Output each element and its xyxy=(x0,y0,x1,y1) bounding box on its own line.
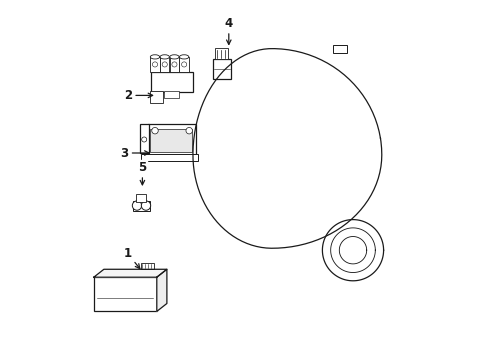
Circle shape xyxy=(152,62,158,67)
Circle shape xyxy=(152,127,158,134)
Circle shape xyxy=(182,62,187,67)
FancyBboxPatch shape xyxy=(149,91,163,103)
FancyBboxPatch shape xyxy=(215,48,228,59)
FancyBboxPatch shape xyxy=(94,277,157,311)
FancyBboxPatch shape xyxy=(150,129,192,152)
FancyBboxPatch shape xyxy=(213,59,231,79)
Ellipse shape xyxy=(179,55,189,59)
FancyBboxPatch shape xyxy=(164,91,179,98)
Text: 1: 1 xyxy=(124,247,140,269)
FancyBboxPatch shape xyxy=(133,201,149,211)
Polygon shape xyxy=(157,269,167,311)
Text: 5: 5 xyxy=(138,161,147,185)
FancyBboxPatch shape xyxy=(148,124,196,155)
Circle shape xyxy=(142,137,147,142)
FancyBboxPatch shape xyxy=(333,45,347,53)
Ellipse shape xyxy=(160,55,170,59)
FancyBboxPatch shape xyxy=(179,57,189,72)
FancyBboxPatch shape xyxy=(160,57,170,72)
Circle shape xyxy=(172,62,177,67)
Text: 3: 3 xyxy=(121,147,149,159)
FancyBboxPatch shape xyxy=(151,72,193,92)
Ellipse shape xyxy=(150,55,160,59)
FancyBboxPatch shape xyxy=(140,124,148,153)
Circle shape xyxy=(141,201,151,210)
Ellipse shape xyxy=(170,55,179,59)
FancyBboxPatch shape xyxy=(170,57,179,72)
FancyBboxPatch shape xyxy=(150,57,160,72)
FancyBboxPatch shape xyxy=(136,194,147,202)
Text: 4: 4 xyxy=(225,17,233,44)
Circle shape xyxy=(162,62,167,67)
Polygon shape xyxy=(94,269,167,277)
FancyBboxPatch shape xyxy=(141,263,154,269)
FancyBboxPatch shape xyxy=(141,154,198,161)
Text: 2: 2 xyxy=(124,89,152,102)
Circle shape xyxy=(186,127,193,134)
Circle shape xyxy=(132,201,142,210)
